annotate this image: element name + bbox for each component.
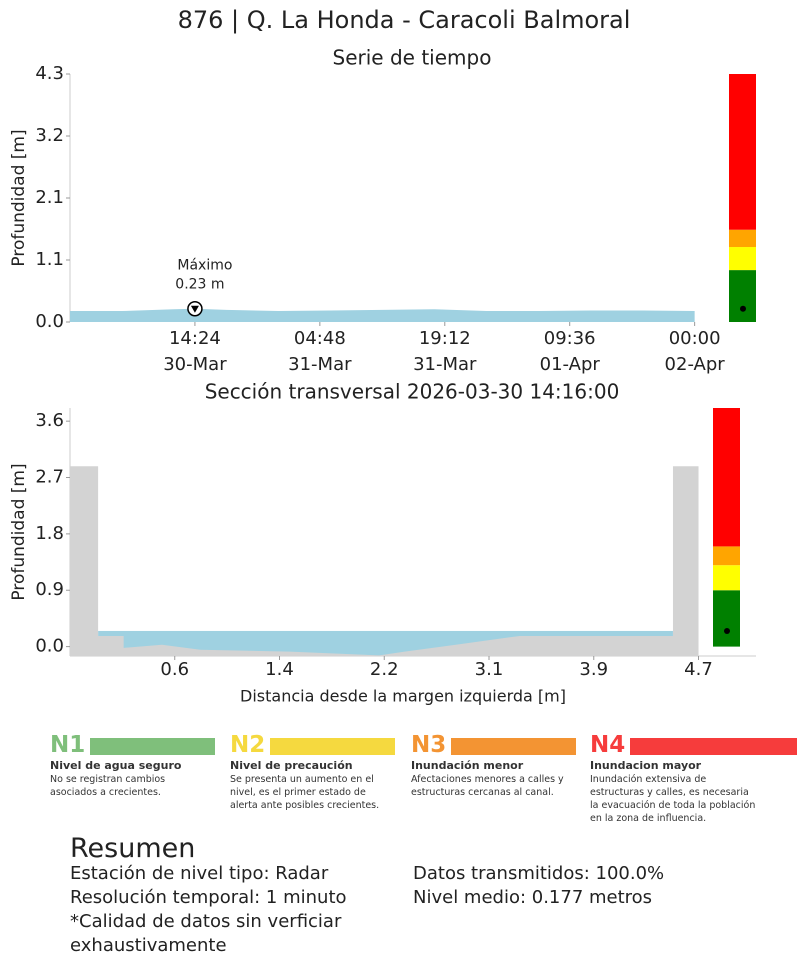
y-axis-label: Profundidad [m] [9,129,29,266]
summary-line: Resolución temporal: 1 minuto [70,887,347,908]
y-tick-label: 1.8 [35,523,64,544]
level-bar [451,738,576,755]
level-bar [90,738,215,755]
x-tick-label: 3.9 [579,659,609,680]
summary-line: Estación de nivel tipo: Radar [70,863,329,884]
level-description: Afectaciones menores a calles y estructu… [411,774,564,798]
level-segment [713,408,740,547]
y-tick-label: 2.1 [35,187,64,208]
y-tick-label: 0.9 [35,579,64,600]
level-segment [729,229,756,248]
y-axis-label: Profundidad [m] [9,463,29,600]
page-title: 876 | Q. La Honda - Caracoli Balmoral [178,6,631,34]
y-tick-label: 0.0 [35,636,64,657]
summary-line: *Calidad de datos sin verficiar exhausti… [70,911,342,956]
x-tick-label: 09:36 01-Apr [539,328,600,375]
level-segment [729,74,756,230]
annotation-text: Máximo [177,258,232,274]
x-tick-label: 14:24 30-Mar [163,328,227,375]
y-tick-label: 4.3 [35,63,64,84]
level-title: Nivel de agua seguro [50,759,182,772]
y-tick-label: 2.7 [35,467,64,488]
y-tick-label: 3.2 [35,125,64,146]
level-bar [630,738,797,755]
level-segment [713,565,740,591]
level-code: N3 [411,732,447,758]
level-bar [270,738,395,755]
x-tick-label: 4.7 [684,659,713,680]
max-marker-arrow [190,305,199,313]
x-tick-label: 04:48 31-Mar [288,328,352,375]
summary-line: Datos transmitidos: 100.0% [413,863,665,884]
current-level-dot [740,305,746,312]
y-tick-label: 3.6 [35,410,64,431]
level-segment [729,270,756,322]
x-axis-label: Distancia desde la margen izquierda [m] [240,687,566,706]
x-tick-label: 00:00 02-Apr [664,328,725,375]
x-tick-label: 1.4 [265,659,294,680]
y-tick-label: 1.1 [35,249,64,270]
summary-title: Resumen [70,833,196,864]
x-tick-label: 3.1 [474,659,504,680]
x-tick-label: 19:12 31-Mar [413,328,477,375]
summary-line: Nivel medio: 0.177 metros [413,887,653,908]
level-description: No se registran cambios asociados a crec… [50,774,166,798]
annotation-label: 0.23 m [175,277,224,293]
level-code: N1 [50,732,86,758]
depth-area [70,308,695,322]
level-description: Inundación extensiva de estructuras y ca… [590,774,756,824]
x-tick-label: 2.2 [369,659,399,680]
chart-title: Sección transversal 2026-03-30 14:16:00 [205,380,620,404]
chart-title: Serie de tiempo [333,46,492,70]
level-title: Inundacion mayor [590,759,702,772]
level-segment [713,546,740,566]
y-tick-label: 0.0 [35,311,64,332]
x-tick-label: 0.6 [160,659,190,680]
level-segment [713,590,740,647]
level-title: Nivel de precaución [230,759,353,772]
level-description: Se presenta un aumento en el nivel, es e… [230,774,380,811]
ground-profile [70,466,699,656]
level-code: N2 [230,732,266,758]
level-segment [729,247,756,271]
current-level-dot [724,627,730,634]
level-title: Inundación menor [411,759,524,772]
level-code: N4 [590,732,626,758]
